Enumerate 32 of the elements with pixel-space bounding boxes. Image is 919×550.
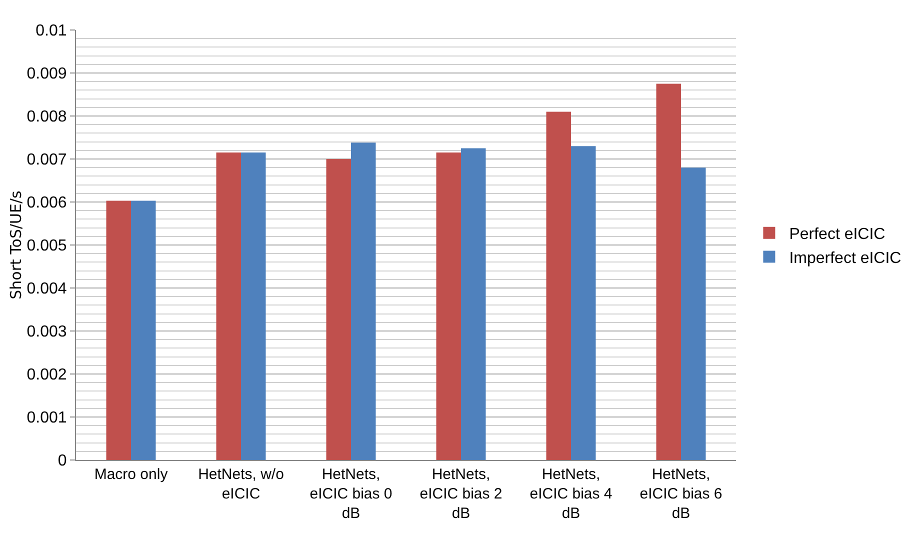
y-tick-label: 0.005	[26, 238, 67, 255]
y-tick-label: 0.008	[26, 108, 67, 126]
y-tick-label: 0	[58, 452, 67, 470]
y-tick-label: 0.004	[26, 280, 67, 298]
legend-label: Imperfect eICIC	[789, 250, 902, 267]
x-tick-label: HetNets, eICIC bias 2 dB	[420, 466, 502, 522]
x-tick-label: Macro only	[94, 466, 168, 483]
y-tick-label: 0.003	[26, 324, 67, 341]
x-tick-label: HetNets, eICIC bias 0 dB	[310, 466, 392, 522]
y-tick-label: 0.009	[26, 66, 67, 83]
bar	[681, 168, 706, 460]
bar	[436, 152, 461, 460]
x-tick-label: HetNets, eICIC bias 4 dB	[530, 466, 612, 522]
bar	[241, 152, 266, 460]
y-tick-label: 0.006	[26, 194, 67, 212]
y-tick-label: 0.001	[26, 410, 67, 427]
legend-label: Perfect eICIC	[789, 226, 886, 244]
bar	[326, 159, 351, 460]
bar	[216, 152, 241, 460]
bar	[546, 112, 571, 460]
bar	[656, 84, 681, 460]
x-tick-label: HetNets, eICIC bias 6 dB	[640, 466, 722, 522]
bar	[131, 200, 156, 460]
y-tick-label: 0.007	[26, 152, 67, 169]
y-axis-title: Short ToS/UE/s	[6, 190, 25, 300]
x-tick-label: HetNets, w/o eICIC	[198, 466, 284, 502]
y-tick-label: 0.01	[36, 22, 67, 40]
bar	[106, 200, 131, 460]
bar	[461, 148, 486, 460]
y-tick-label: 0.002	[26, 366, 67, 384]
bar	[571, 146, 596, 460]
bar	[351, 142, 376, 460]
